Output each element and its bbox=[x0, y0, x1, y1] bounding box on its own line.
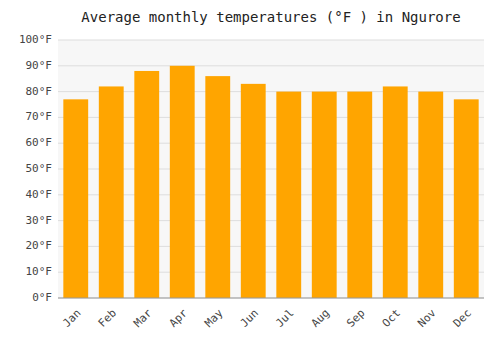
bars bbox=[63, 66, 478, 298]
y-tick-label: 20°F bbox=[26, 239, 53, 252]
bar bbox=[454, 99, 479, 298]
y-tick-label: 100°F bbox=[19, 33, 52, 46]
x-tick-label: Jul bbox=[273, 307, 296, 330]
x-tick-label: Aug bbox=[309, 307, 332, 330]
bar bbox=[347, 92, 372, 298]
bar bbox=[276, 92, 301, 298]
y-tick-label: 0°F bbox=[32, 291, 52, 304]
bar bbox=[312, 92, 337, 298]
y-tick-label: 40°F bbox=[26, 188, 53, 201]
x-tick-label: Dec bbox=[451, 307, 474, 330]
bar bbox=[99, 86, 124, 298]
y-tick-label: 50°F bbox=[26, 162, 53, 175]
y-tick-label: 80°F bbox=[26, 85, 53, 98]
grid-line bbox=[58, 40, 484, 41]
bar bbox=[383, 86, 408, 298]
bar bbox=[63, 99, 88, 298]
bar bbox=[241, 84, 266, 298]
x-tick-label: Apr bbox=[167, 306, 191, 330]
chart: 0°F 10°F 20°F 30°F 40°F 50°F 60°F 70°F 80°F 90°F 1… bbox=[0, 0, 500, 350]
x-axis-line bbox=[58, 298, 484, 299]
bar bbox=[134, 71, 159, 298]
x-tick-label: Sep bbox=[344, 307, 367, 330]
x-tick-label: Mar bbox=[131, 306, 155, 330]
x-tick-label: Jan bbox=[60, 307, 83, 330]
x-tick-label: May bbox=[202, 306, 226, 330]
y-tick-label: 90°F bbox=[26, 59, 53, 72]
bar bbox=[170, 66, 195, 298]
y-tick-label: 10°F bbox=[26, 265, 53, 278]
x-tick-label: Oct bbox=[380, 307, 403, 330]
grid-line bbox=[58, 298, 484, 299]
x-tick-label: Feb bbox=[96, 307, 119, 330]
y-axis: 0°F 10°F 20°F 30°F 40°F 50°F 60°F 70°F 80°F 90°F 1… bbox=[19, 33, 52, 304]
grid bbox=[58, 40, 484, 298]
bar bbox=[205, 76, 230, 298]
title: Average monthly temperatures (°F ) in Ng… bbox=[81, 9, 460, 25]
x-axis: Jan Feb Mar Apr May Jun Jul Aug Sep Oct Nov Dec bbox=[60, 306, 474, 330]
plot-area bbox=[58, 40, 484, 298]
y-tick-label: 30°F bbox=[26, 214, 53, 227]
y-tick-label: 60°F bbox=[26, 136, 53, 149]
y-tick-label: 70°F bbox=[26, 110, 53, 123]
x-tick-label: Jun bbox=[238, 307, 261, 330]
grid-line bbox=[58, 65, 484, 66]
bar bbox=[418, 92, 443, 298]
x-tick-label: Nov bbox=[415, 306, 439, 330]
